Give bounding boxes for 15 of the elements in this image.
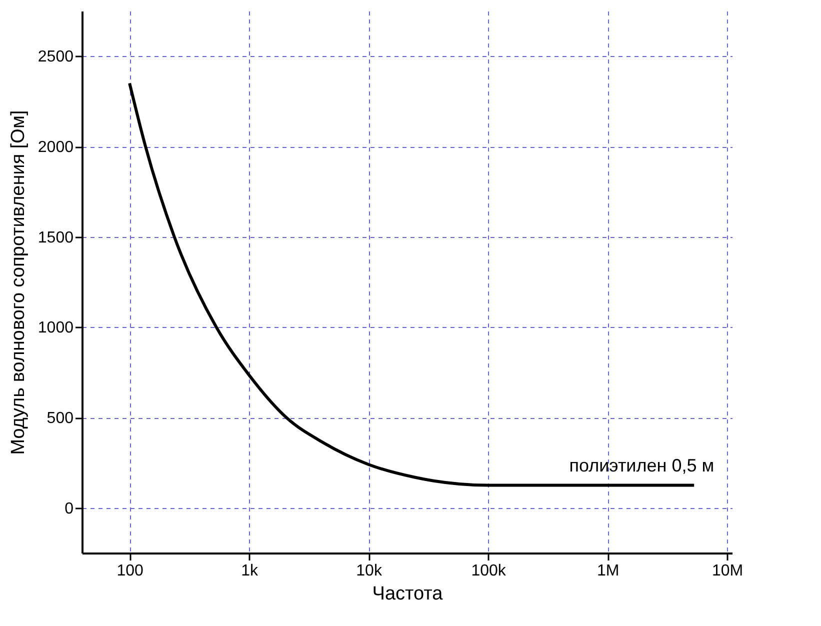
y-tick-label: 1000	[38, 320, 74, 337]
x-tick-label: 100	[116, 562, 144, 580]
y-tick-label: 2500	[38, 48, 74, 66]
x-tick-label: 1k	[241, 562, 259, 580]
y-tick-label: 2000	[38, 139, 74, 156]
x-tick-label: 1M	[596, 562, 620, 580]
x-axis-title: Частота	[372, 584, 444, 604]
y-tick-label: 500	[46, 410, 74, 427]
y-tick-label: 0	[64, 500, 74, 518]
x-tick-label: 10k	[356, 562, 383, 580]
x-tick-label: 10M	[712, 562, 744, 580]
y-axis-title: Модуль волнового сопротивления [Ом]	[8, 110, 29, 455]
annotation: полиэтилен 0,5 м	[569, 455, 714, 476]
x-tick-label: 100k	[471, 562, 507, 580]
y-tick-label: 1500	[38, 229, 74, 246]
